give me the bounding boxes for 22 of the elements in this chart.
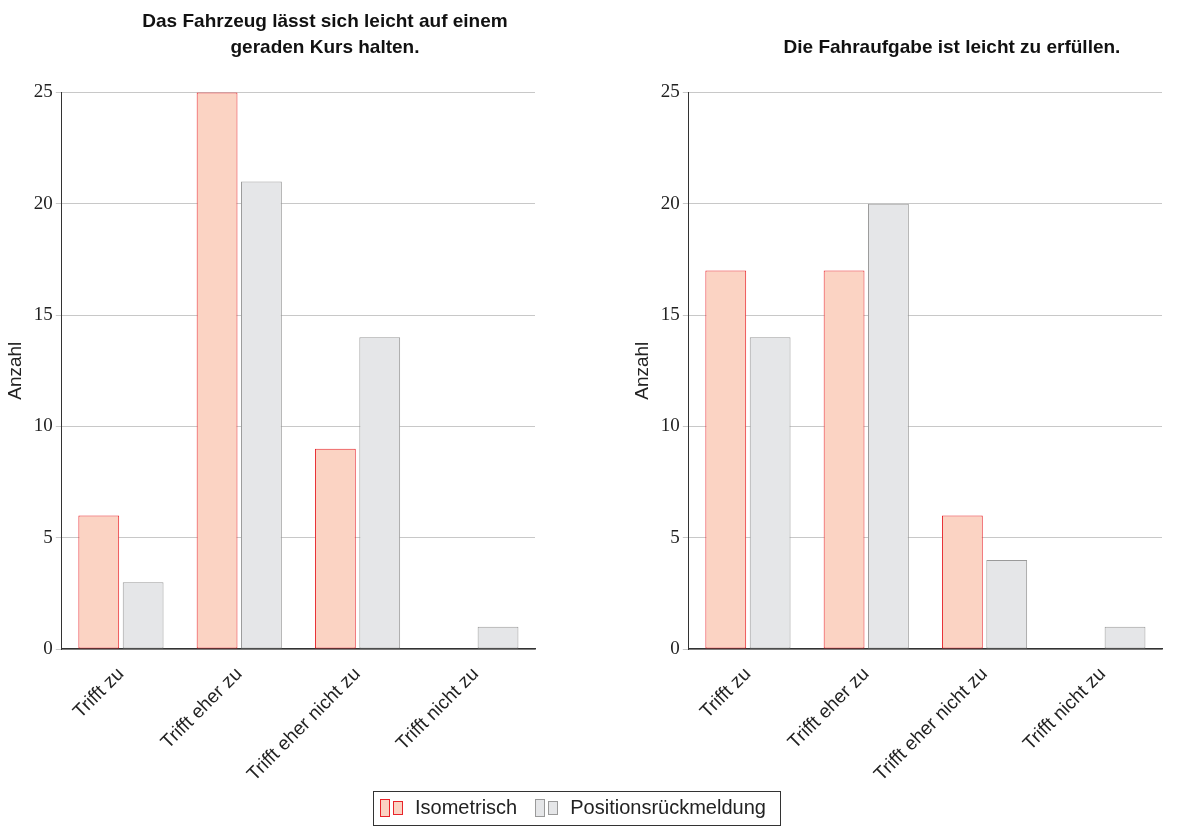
y-tick-label: 20 (33, 191, 53, 213)
chart-title: Das Fahrzeug lässt sich leicht auf einem geraden Kurs halten. (141, 9, 509, 59)
y-tick-label: 0 (43, 637, 53, 659)
x-tick-label: Trifft eher zu (156, 662, 246, 753)
y-tick-label: 15 (33, 303, 53, 325)
y-tick-label: 15 (660, 303, 680, 325)
x-tick-label: Trifft zu (68, 662, 128, 722)
y-tick-label: 10 (33, 414, 53, 436)
x-tick-label: Trifft eher zu (783, 662, 873, 753)
chart-title: Die Fahraufgabe ist leicht zu erfüllen. (782, 35, 1122, 59)
x-tick-label: Trifft zu (695, 662, 755, 722)
legend-label: Isometrisch (415, 796, 518, 819)
y-tick-label: 25 (660, 80, 680, 102)
y-axis-title: Anzahl (3, 341, 25, 400)
y-tick-label: 0 (670, 637, 680, 659)
y-tick-label: 10 (660, 414, 680, 436)
y-axis-title: Anzahl (630, 341, 652, 400)
y-tick-label: 25 (33, 80, 53, 102)
y-tick-label: 5 (43, 525, 53, 547)
y-tick-label: 5 (670, 525, 680, 547)
y-tick-label: 20 (660, 191, 680, 213)
legend-label: Positionsrückmeldung (570, 796, 766, 819)
